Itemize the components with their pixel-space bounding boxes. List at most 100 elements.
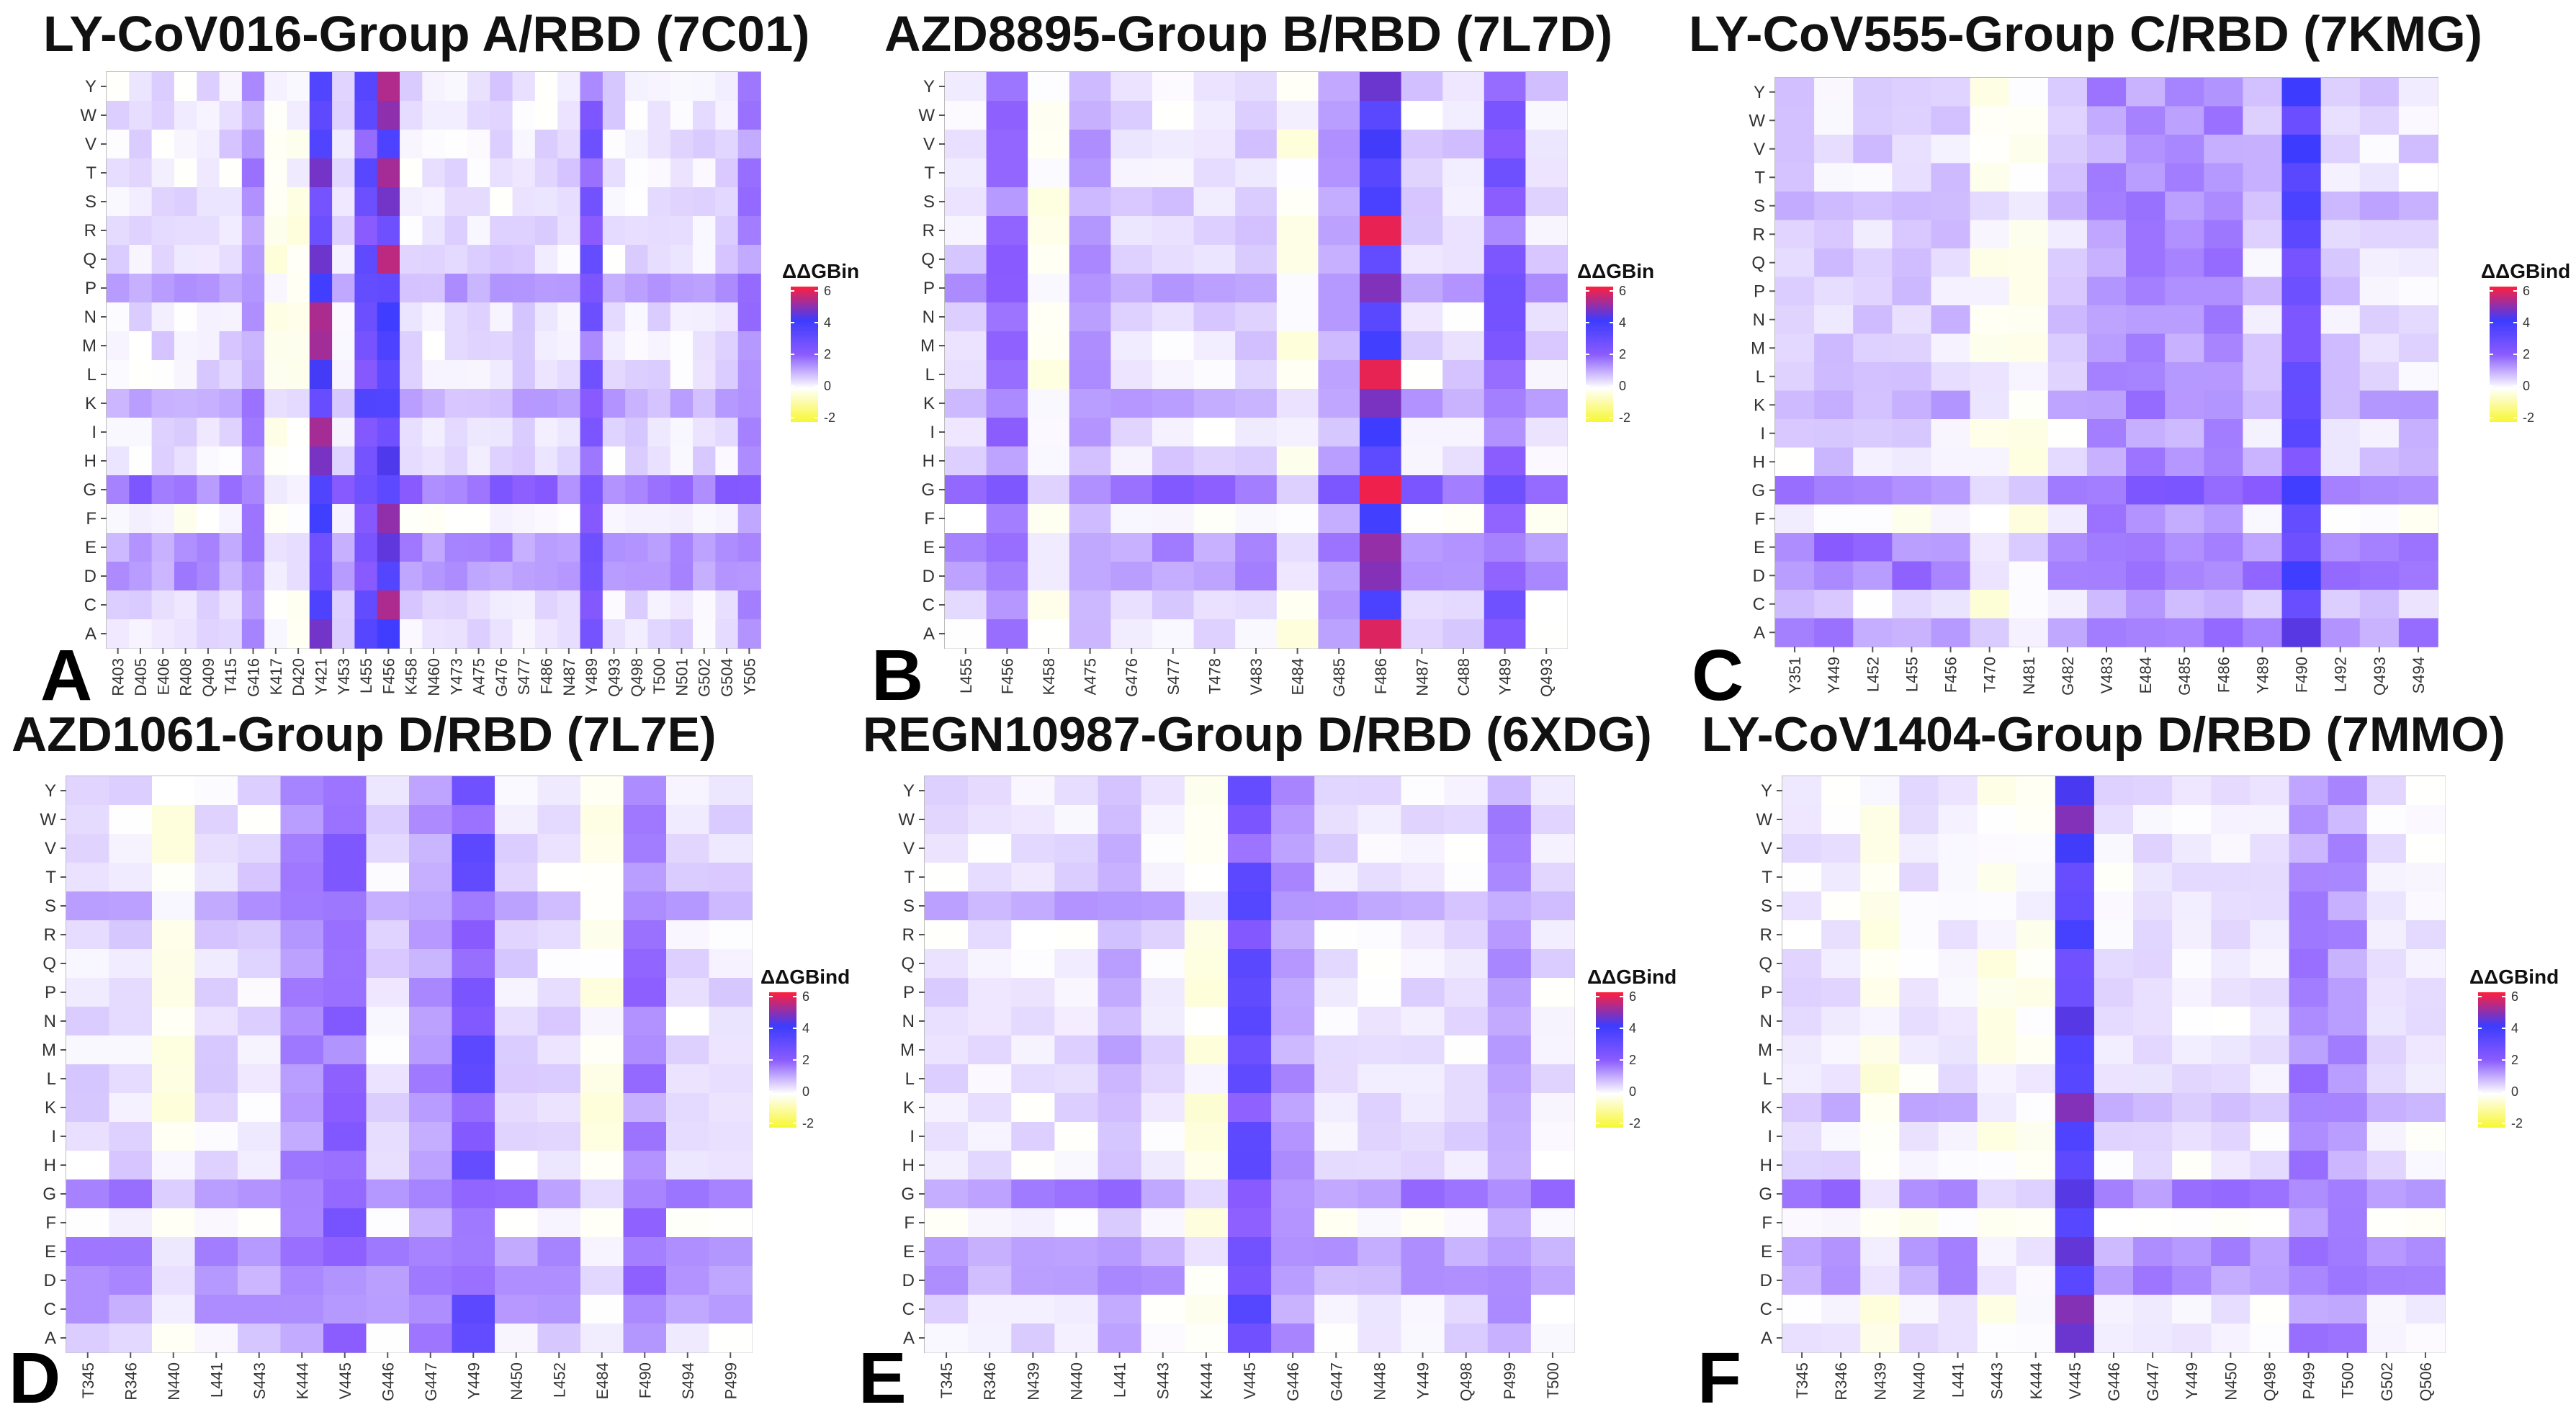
heatmap-cell <box>623 1007 667 1036</box>
heatmap-cell <box>174 245 197 274</box>
heatmap-cell <box>1814 390 1854 420</box>
heatmap-cell <box>1860 805 1900 835</box>
heatmap-cell <box>1110 274 1153 303</box>
heatmap-cell <box>109 1093 153 1123</box>
heatmap-cell <box>2133 920 2173 950</box>
heatmap-cell <box>2250 776 2290 806</box>
y-tick-label: K <box>903 1098 915 1118</box>
heatmap-cell <box>1276 331 1319 361</box>
heatmap-cell <box>580 1324 624 1353</box>
heatmap-cell <box>2016 1324 2056 1353</box>
heatmap-cell <box>2172 1295 2212 1324</box>
heatmap-cell <box>287 475 310 505</box>
heatmap-cell <box>109 891 153 921</box>
heatmap-cell <box>2250 1064 2290 1094</box>
heatmap-cell <box>1821 949 1861 979</box>
heatmap-cell <box>1069 475 1111 505</box>
y-tick-label: V <box>903 839 915 858</box>
heatmap-cell <box>2250 891 2290 921</box>
heatmap-cell <box>602 533 626 562</box>
heatmap-cell <box>1977 920 2017 950</box>
x-tick-label: N487 <box>560 658 578 696</box>
legend-tick-label: 6 <box>802 989 809 1004</box>
heatmap-cell <box>422 331 446 361</box>
heatmap-cell <box>2133 978 2173 1007</box>
heatmap-cell <box>1271 863 1315 892</box>
heatmap-cell <box>1276 562 1319 591</box>
heatmap-cell <box>737 216 761 246</box>
heatmap-cell <box>241 331 265 361</box>
y-tick-label: Y <box>85 77 97 96</box>
heatmap-cell <box>1141 891 1185 921</box>
heatmap-cell <box>377 158 400 188</box>
x-tick-label: N450 <box>508 1362 526 1401</box>
heatmap-cell <box>1970 277 2010 306</box>
x-tick-label: G476 <box>1123 658 1141 697</box>
heatmap-cell <box>197 158 220 188</box>
heatmap-cell <box>1011 863 1055 892</box>
heatmap-cell <box>1401 216 1443 246</box>
heatmap-cell <box>287 187 310 217</box>
heatmap-cell <box>1484 418 1526 447</box>
heatmap-cell <box>2172 1007 2212 1036</box>
heatmap-cell <box>1931 390 1971 420</box>
heatmap-cell <box>1011 1208 1055 1238</box>
heatmap-cell <box>1938 1064 1978 1094</box>
heatmap-cell <box>709 978 753 1007</box>
heatmap-cell <box>737 389 761 418</box>
heatmap-cell <box>2211 891 2251 921</box>
y-tick-label: G <box>1751 481 1765 500</box>
heatmap-cell <box>490 72 513 102</box>
y-tick-label: A <box>923 624 935 644</box>
heatmap-cell <box>1821 1208 1861 1238</box>
heatmap-cell <box>219 360 243 390</box>
heatmap-cell <box>323 1007 367 1036</box>
x-tick-label: N450 <box>2222 1362 2240 1401</box>
heatmap-cell <box>1098 920 1142 950</box>
heatmap-cell <box>2289 1093 2329 1123</box>
heatmap-cell <box>2405 834 2446 863</box>
heatmap-cell <box>1098 1237 1142 1267</box>
heatmap-cell <box>580 360 603 390</box>
heatmap-cell <box>1360 446 1402 476</box>
heatmap-cell <box>1314 776 1358 806</box>
heatmap-cell <box>623 1093 667 1123</box>
heatmap-cell <box>537 1007 581 1036</box>
heatmap-cell <box>986 590 1028 620</box>
heatmap-cell <box>670 533 694 562</box>
heatmap-cell <box>400 590 423 620</box>
heatmap-cell <box>1235 360 1278 390</box>
heatmap-cell <box>2359 447 2400 477</box>
heatmap-cell <box>332 504 356 534</box>
x-tick-label: L455 <box>357 658 375 693</box>
heatmap-cell <box>409 1266 453 1295</box>
heatmap-cell <box>323 863 367 892</box>
heatmap-cell <box>238 1237 282 1267</box>
heatmap-cell <box>107 562 130 591</box>
heatmap-cell <box>152 949 196 979</box>
heatmap-cell <box>366 776 410 806</box>
heatmap-cell <box>452 863 495 892</box>
heatmap-cell <box>2086 333 2127 363</box>
heatmap-cell <box>945 302 987 332</box>
heatmap-cell <box>366 949 410 979</box>
heatmap-cell <box>2172 1093 2212 1123</box>
y-tick-label: K <box>1761 1098 1772 1118</box>
heatmap-cell <box>323 1093 367 1123</box>
heatmap-cell <box>280 1295 324 1324</box>
heatmap-cell <box>968 949 1012 979</box>
legend-tick-label: 2 <box>1619 347 1626 361</box>
heatmap-cell <box>1011 1151 1055 1180</box>
heatmap-cell <box>715 533 739 562</box>
heatmap-cell <box>219 533 243 562</box>
heatmap-cell <box>1184 834 1229 863</box>
heatmap-cell <box>66 1122 110 1151</box>
heatmap-cell <box>2289 805 2329 835</box>
heatmap-cell <box>2398 476 2438 505</box>
heatmap-cell <box>1069 619 1111 649</box>
heatmap-cell <box>670 562 694 591</box>
x-tick-label: L441 <box>1111 1362 1129 1398</box>
heatmap-cell <box>670 446 694 476</box>
